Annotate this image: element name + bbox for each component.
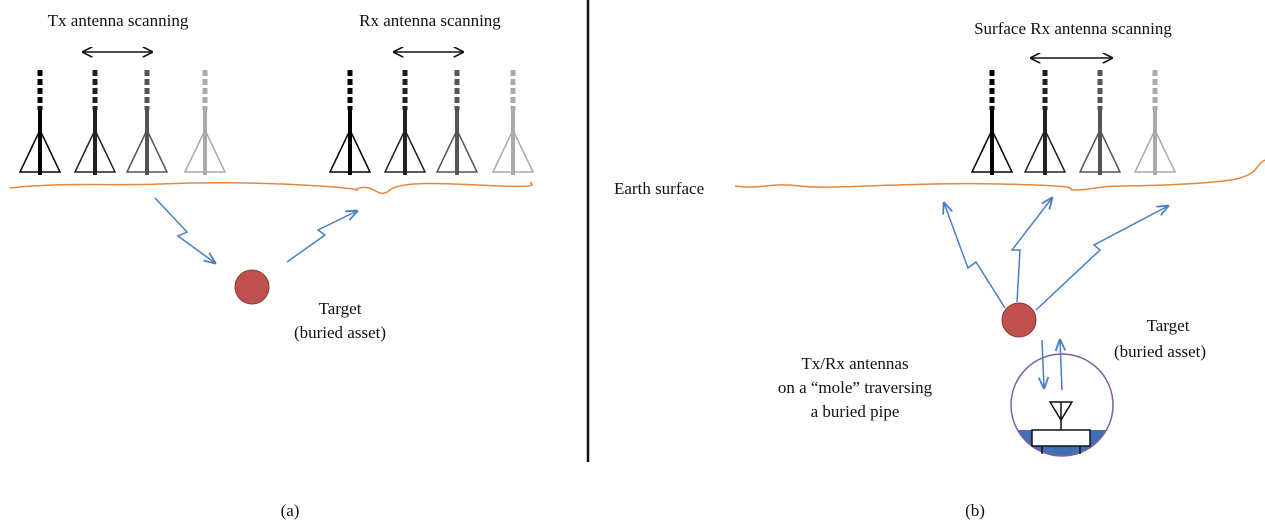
- antenna-base: [183, 128, 227, 173]
- antenna: [435, 70, 479, 175]
- mole-label: on a “mole” traversing: [778, 378, 933, 397]
- antenna: [383, 70, 427, 175]
- antenna-base: [383, 128, 427, 173]
- scan-label: Surface Rx antenna scanning: [974, 19, 1172, 38]
- antenna: [491, 70, 535, 175]
- antenna: [183, 70, 227, 175]
- antenna-base: [1023, 128, 1067, 173]
- mole-label: Tx/Rx antennas: [801, 354, 908, 373]
- surface-label: Earth surface: [614, 179, 704, 198]
- mole-label: a buried pipe: [811, 402, 900, 421]
- wave-arrow: [944, 203, 1006, 309]
- wave-arrow: [1010, 198, 1052, 303]
- antenna: [1133, 70, 1177, 175]
- antenna-base: [970, 128, 1014, 173]
- antenna: [18, 70, 62, 175]
- earth-surface: [734, 159, 1265, 191]
- buried-pipe: [1010, 353, 1114, 457]
- panel-label: (b): [965, 501, 985, 520]
- antenna-base: [435, 128, 479, 173]
- wave-arrow: [286, 211, 357, 263]
- tx-label: Tx antenna scanning: [48, 11, 189, 30]
- target: [1001, 302, 1037, 338]
- antenna: [125, 70, 169, 175]
- earth-surface: [9, 181, 533, 195]
- wave-arrow: [154, 197, 215, 263]
- antenna-base: [125, 128, 169, 173]
- wave-arrow: [1042, 339, 1044, 388]
- antenna-base: [18, 128, 62, 173]
- panel-label: (a): [281, 501, 300, 520]
- target: [234, 269, 270, 305]
- target-label: (buried asset): [294, 323, 386, 342]
- antenna-base: [1133, 128, 1177, 173]
- wave-arrow: [1060, 340, 1062, 391]
- antennas: [18, 70, 1177, 175]
- wave-arrow: [1035, 206, 1168, 311]
- target-label: (buried asset): [1114, 342, 1206, 361]
- antenna-base: [73, 128, 117, 173]
- target-label: Target: [1147, 316, 1190, 335]
- mole: [1031, 429, 1091, 447]
- rx-label: Rx antenna scanning: [359, 11, 501, 30]
- antenna-base: [328, 128, 372, 173]
- mole-antenna: [1041, 401, 1081, 454]
- target-label: Target: [319, 299, 362, 318]
- antenna: [1078, 70, 1122, 175]
- antenna: [328, 70, 372, 175]
- antenna: [1023, 70, 1067, 175]
- antenna: [73, 70, 117, 175]
- antenna-base: [491, 128, 535, 173]
- antenna-base: [1078, 128, 1122, 173]
- antenna: [970, 70, 1014, 175]
